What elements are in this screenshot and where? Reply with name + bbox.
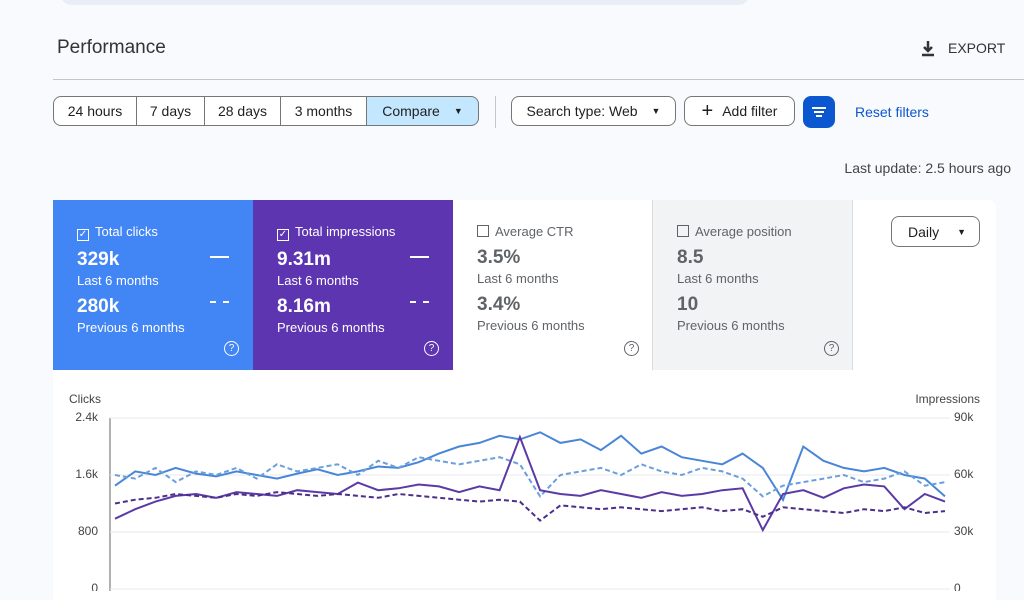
previous-value: 280k — [77, 296, 120, 317]
compare-button[interactable]: Compare ▼ — [366, 96, 479, 126]
metric-tile[interactable]: ✓ Total impressions 9.31m Last 6 months 8.16… — [253, 200, 453, 370]
series-line — [114, 434, 946, 533]
last-update: Last update: 2.5 hours ago — [844, 160, 1011, 176]
y2-tick-label: 60k — [954, 467, 974, 481]
search-type-label: Search type: Web — [526, 103, 638, 119]
range-button[interactable]: 28 days — [204, 96, 281, 126]
divider — [53, 79, 1024, 80]
separator — [495, 96, 496, 128]
chart: Clicks Impressions 0 800 1.6k 2.4k 0 30k 60k 90… — [69, 392, 980, 591]
range-button[interactable]: 24 hours — [53, 96, 137, 126]
metric-tile[interactable]: ✓ Total clicks 329k Last 6 months 280k Previo… — [53, 200, 253, 370]
caret: ▼ — [453, 106, 463, 116]
previous-period: Previous 6 months — [77, 320, 185, 335]
label: Total clicks — [95, 224, 158, 239]
help-icon[interactable]: ? — [624, 341, 639, 356]
previous-value: 3.4% — [477, 294, 521, 315]
y-axis-title: Clicks — [69, 392, 101, 406]
y-tick-label: 1.6k — [75, 467, 99, 481]
granularity-dropdown[interactable]: Daily ▼ — [891, 216, 980, 247]
current-period: Last 6 months — [77, 273, 159, 288]
legend-dashed — [210, 301, 229, 303]
compare-label: Compare — [382, 103, 440, 119]
checkbox[interactable]: ✓ — [277, 229, 289, 241]
range-button[interactable]: 3 months — [280, 96, 367, 126]
checkbox[interactable] — [477, 225, 489, 237]
plus-icon: + — [701, 99, 714, 122]
legend-solid — [410, 256, 429, 258]
help-icon[interactable]: ? — [824, 341, 839, 356]
metric-tile[interactable]: Average position 8.5 Last 6 months 10 Previo… — [653, 200, 853, 370]
current-period: Last 6 months — [277, 273, 359, 288]
reset-filters[interactable]: Reset filters — [855, 104, 929, 120]
metric-label: ✓ Total clicks — [77, 224, 253, 241]
label: Average position — [695, 224, 792, 239]
y-tick-label: 800 — [78, 524, 98, 538]
previous-period: Previous 6 months — [277, 320, 385, 335]
legend-dashed — [410, 301, 429, 303]
current-value: 3.5% — [477, 247, 521, 268]
search-bar[interactable] — [60, 0, 750, 5]
range-button[interactable]: 7 days — [136, 96, 205, 126]
series-line — [114, 431, 946, 503]
filter-icon-button[interactable] — [803, 96, 835, 128]
granularity-label: Daily — [908, 223, 940, 240]
legend-solid — [210, 256, 229, 258]
export-button[interactable]: EXPORT — [918, 38, 1005, 58]
y-tick-label: 2.4k — [75, 410, 99, 424]
current-period: Last 6 months — [477, 271, 559, 286]
metric-label: Average CTR — [477, 224, 652, 239]
add-filter-button[interactable]: + Add filter — [684, 96, 795, 126]
y2-tick-label: 0 — [954, 581, 961, 591]
previous-period: Previous 6 months — [477, 318, 585, 333]
series-line — [114, 491, 946, 522]
checkbox[interactable] — [677, 225, 689, 237]
export-label: EXPORT — [948, 40, 1006, 56]
page-title: Performance — [57, 37, 166, 58]
search-type-button[interactable]: Search type: Web ▼ — [511, 96, 676, 126]
metric-tile[interactable]: Average CTR 3.5% Last 6 months 3.4% Previous… — [453, 200, 653, 370]
label: Total impressions — [295, 224, 396, 239]
caret: ▼ — [651, 106, 661, 116]
add-filter-label: Add filter — [722, 103, 778, 119]
caret: ▼ — [957, 226, 967, 237]
checkbox[interactable]: ✓ — [77, 229, 89, 241]
help-icon[interactable]: ? — [424, 341, 439, 356]
y2-tick-label: 30k — [954, 524, 974, 538]
current-value: 8.5 — [677, 247, 704, 268]
previous-period: Previous 6 months — [677, 318, 785, 333]
y2-tick-label: 90k — [954, 410, 974, 424]
current-value: 329k — [77, 249, 120, 270]
previous-value: 10 — [677, 294, 699, 315]
series-line — [114, 456, 946, 499]
y2-axis-title: Impressions — [915, 392, 980, 406]
previous-value: 8.16m — [277, 296, 331, 317]
metric-label: ✓ Total impressions — [277, 224, 453, 241]
help-icon[interactable]: ? — [224, 341, 239, 356]
y-tick-label: 0 — [91, 581, 98, 591]
metric-label: Average position — [677, 224, 852, 239]
filter-icon — [812, 107, 826, 117]
export-icon — [922, 41, 934, 57]
label: Average CTR — [495, 224, 574, 239]
current-period: Last 6 months — [677, 271, 759, 286]
current-value: 9.31m — [277, 249, 331, 270]
